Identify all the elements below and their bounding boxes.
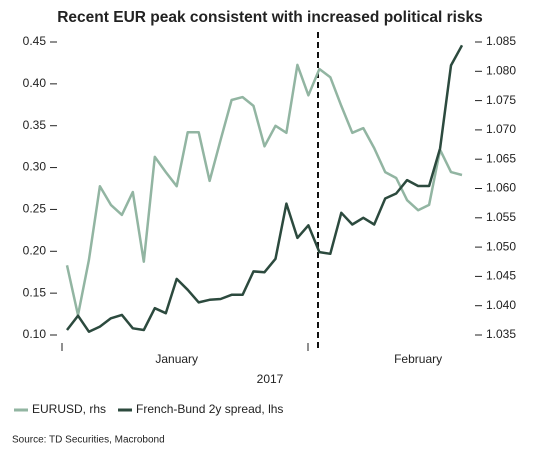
y2-tick-label: 1.040 [486, 298, 516, 312]
chart-title: Recent EUR peak consistent with increase… [57, 9, 483, 26]
y-tick-label: 0.40 [23, 76, 47, 90]
series-line [65, 63, 463, 317]
y2-tick-label: 1.035 [486, 327, 516, 341]
y2-tick-label: 1.085 [486, 34, 516, 48]
y-tick-label: 0.20 [23, 243, 47, 257]
y-tick-label: 0.25 [23, 202, 47, 216]
y2-tick-label: 1.050 [486, 239, 516, 253]
y2-tick-label: 1.065 [486, 151, 516, 165]
legend-label: French-Bund 2y spread, lhs [136, 402, 283, 416]
y2-tick-label: 1.075 [486, 93, 516, 107]
legend-label: EURUSD, rhs [32, 402, 106, 416]
y2-tick-label: 1.055 [486, 210, 516, 224]
x-tick-label: February [394, 352, 442, 366]
series-line [66, 44, 464, 333]
y2-tick-label: 1.080 [486, 63, 516, 77]
x-axis-label: 2017 [257, 372, 284, 386]
y-tick-label: 0.35 [23, 118, 47, 132]
y2-tick-label: 1.045 [486, 269, 516, 283]
x-tick-label: January [155, 352, 198, 366]
y-tick-label: 0.45 [23, 34, 47, 48]
y-tick-label: 0.30 [23, 160, 47, 174]
y-tick-label: 0.10 [23, 327, 47, 341]
source: Source: TD Securities, Macrobond [12, 435, 165, 446]
y-tick-label: 0.15 [23, 285, 47, 299]
y2-tick-label: 1.070 [486, 122, 516, 136]
y2-tick-label: 1.060 [486, 181, 516, 195]
